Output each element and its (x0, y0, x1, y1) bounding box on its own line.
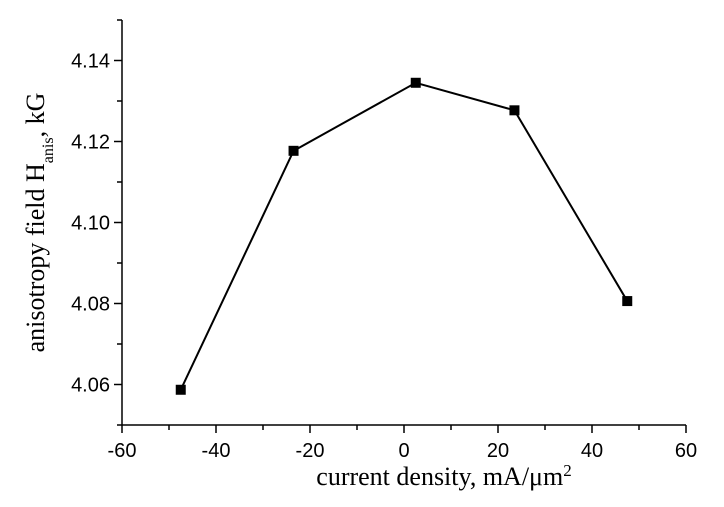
data-point (410, 77, 421, 88)
y-ticks: 4.06 4.08 4.10 4.12 4.14 (71, 19, 122, 426)
x-ticks: -60 -40 -20 0 20 40 60 (108, 425, 697, 462)
y-axis-title: anisotropy field Hanis, kG (21, 93, 57, 353)
data-point (509, 105, 520, 116)
y-tick-label: 4.06 (71, 375, 110, 397)
x-axis-title: current density, mA/μm2 (316, 461, 571, 492)
x-tick-label: 0 (398, 440, 409, 462)
x-tick-label: -60 (108, 440, 137, 462)
data-point (288, 145, 299, 156)
x-tick-label: 40 (581, 440, 603, 462)
series-group (175, 77, 633, 395)
y-tick-label: 4.14 (71, 51, 110, 73)
y-tick-label: 4.12 (71, 132, 110, 154)
x-tick-label: -40 (202, 440, 231, 462)
x-axis-title-main: current density, mA/μm (316, 462, 563, 491)
x-axis-title-sup: 2 (563, 461, 572, 480)
y-tick-label: 4.10 (71, 213, 110, 235)
y-axis-title-unit: , kG (21, 93, 50, 138)
y-tick-label: 4.08 (71, 294, 110, 316)
x-tick-label: 20 (487, 440, 509, 462)
y-axis-title-sub: anis (40, 137, 57, 163)
x-tick-label: 60 (675, 440, 697, 462)
y-axis-title-main: anisotropy field H (21, 163, 50, 352)
data-point (175, 384, 186, 395)
x-tick-label: -20 (296, 440, 325, 462)
series-line (179, 81, 629, 391)
axes (121, 20, 686, 426)
data-point (622, 296, 633, 307)
